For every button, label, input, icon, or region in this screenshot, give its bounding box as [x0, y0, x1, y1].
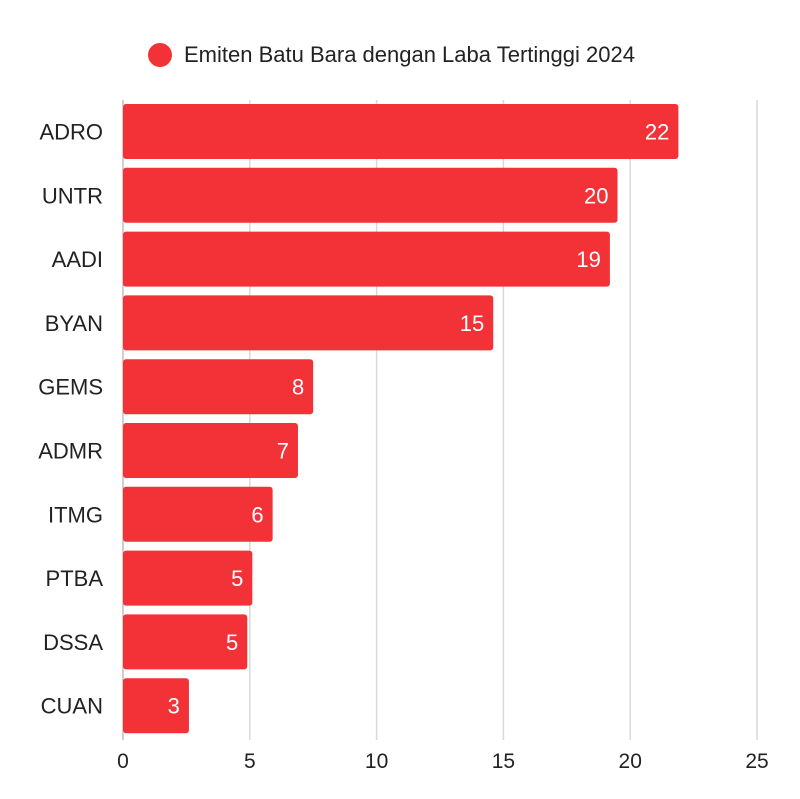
- category-label-gems: GEMS: [38, 375, 103, 400]
- bar-dssa: [123, 614, 248, 670]
- bar-byan: [123, 295, 494, 351]
- bar-cuan: [123, 678, 189, 734]
- bar-gems: [123, 359, 314, 415]
- category-label-cuan: CUAN: [41, 694, 103, 719]
- x-tick-label: 5: [244, 750, 256, 773]
- data-label-ptba: 5: [231, 566, 243, 591]
- x-tick-label: 25: [745, 750, 768, 773]
- data-label-cuan: 3: [168, 694, 180, 719]
- data-label-adro: 22: [645, 120, 669, 145]
- x-tick-label: 20: [619, 750, 642, 773]
- y-axis-labels: ADRO UNTR AADI BYAN GEMS ADMR ITMG PTBA DSSA CUAN: [38, 120, 103, 719]
- category-label-untr: UNTR: [42, 183, 103, 208]
- category-label-aadi: AADI: [52, 247, 103, 272]
- bars: 22 20 19 15 8 7 6 5 5 3: [123, 104, 679, 734]
- bar-adro: [123, 104, 679, 159]
- data-label-gems: 8: [292, 375, 304, 400]
- x-tick-label: 15: [492, 750, 515, 773]
- bar-ptba: [123, 550, 253, 606]
- x-tick-label: 10: [365, 750, 388, 773]
- data-label-admr: 7: [277, 439, 289, 464]
- data-label-itmg: 6: [251, 502, 263, 527]
- category-label-itmg: ITMG: [48, 502, 103, 527]
- x-tick-label: 0: [117, 750, 129, 773]
- category-label-byan: BYAN: [45, 311, 103, 336]
- category-label-admr: ADMR: [38, 439, 103, 464]
- category-label-dssa: DSSA: [43, 630, 103, 655]
- bar-untr: [123, 167, 618, 223]
- x-axis-labels: 0 5 10 15 20 25: [117, 750, 769, 773]
- category-label-ptba: PTBA: [46, 566, 104, 591]
- legend-swatch: [148, 43, 172, 67]
- data-label-untr: 20: [584, 183, 608, 208]
- bar-admr: [123, 423, 298, 478]
- data-label-aadi: 19: [576, 247, 600, 272]
- legend-label: Emiten Batu Bara dengan Laba Tertinggi 2…: [184, 42, 635, 67]
- category-label-adro: ADRO: [39, 120, 103, 145]
- data-label-dssa: 5: [226, 630, 238, 655]
- legend: Emiten Batu Bara dengan Laba Tertinggi 2…: [148, 40, 635, 70]
- bar-itmg: [123, 486, 273, 542]
- bar-aadi: [123, 231, 610, 287]
- data-label-byan: 15: [460, 311, 484, 336]
